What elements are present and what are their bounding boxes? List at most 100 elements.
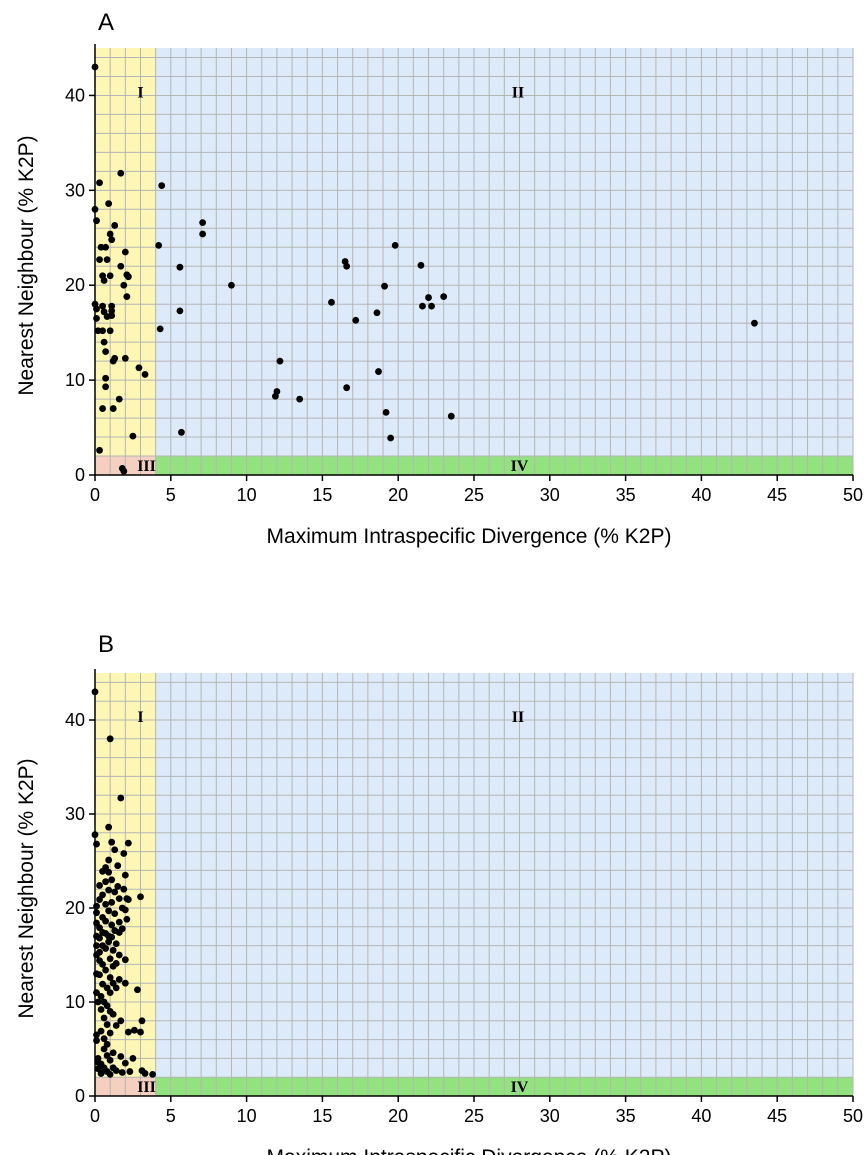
panel-a-data-point: [751, 319, 758, 327]
panel-a-data-point: [106, 327, 114, 335]
panel-a-data-point: [120, 281, 128, 289]
panel-a-y-tick-label: 20: [65, 275, 85, 295]
panel-b-data-point: [131, 1026, 138, 1034]
panel-b-data-point: [109, 946, 117, 954]
panel-a-data-point: [199, 219, 207, 226]
panel-b-x-tick-label: 50: [843, 1106, 863, 1126]
panel-a-data-point: [417, 261, 425, 269]
panel-a-data-point: [108, 312, 116, 319]
panel-b-data-point: [108, 933, 116, 941]
panel-a-data-point: [391, 241, 399, 249]
panel-b-data-point: [115, 976, 123, 983]
panel-a-data-point: [447, 412, 455, 420]
panel-b-data-point: [121, 871, 129, 879]
panel-a-y-tick-label: 0: [75, 465, 85, 485]
panel-b-data-point: [105, 907, 113, 915]
panel-b-data-point: [123, 915, 131, 923]
panel-b-data-point: [91, 688, 99, 696]
panel-a-x-tick-label: 25: [464, 485, 484, 505]
panel-b-data-point: [137, 1028, 144, 1036]
panel-a-data-point: [93, 305, 100, 313]
panel-b-data-point: [96, 948, 103, 956]
panel-b-x-tick-label: 5: [166, 1106, 176, 1126]
panel-a-y-axis-title: Nearest Neighbour (% K2P): [15, 135, 38, 395]
panel-b-data-point: [115, 918, 123, 926]
panel-a-x-tick-label: 45: [767, 485, 787, 505]
panel-b-data-point: [96, 882, 103, 889]
panel-a-x-tick-label: 20: [388, 485, 408, 505]
panel-a-data-point: [102, 243, 110, 251]
panel-a-data-point: [103, 256, 111, 264]
panel-b-y-tick-label: 30: [65, 804, 85, 824]
panel-b-data-point: [102, 966, 110, 974]
panel-b-data-point: [112, 1067, 120, 1075]
panel-b-data-point: [112, 940, 120, 948]
panel-a-data-point: [176, 307, 184, 315]
panel-a-data-point: [156, 325, 164, 333]
panel-b-data-point: [102, 945, 110, 952]
panel-b-data-point: [121, 1059, 129, 1067]
panel-b-data-point: [111, 910, 119, 918]
panel-b-data-point: [106, 955, 114, 963]
panel-b-points: [91, 688, 157, 1078]
panel-b-data-point: [97, 1006, 105, 1013]
panel-b-data-point: [105, 886, 113, 894]
panel-a-x-tick-label: 35: [616, 485, 636, 505]
panel-b-data-point: [99, 891, 106, 899]
panel-b-data-point: [115, 895, 123, 902]
panel-a-data-point: [375, 368, 382, 375]
panel-b-data-point: [103, 1002, 111, 1010]
panel-b-x-tick-label: 10: [237, 1106, 257, 1126]
panel-a-data-point: [381, 282, 388, 290]
panel-b-data-point: [102, 878, 110, 886]
panel-a-data-point: [352, 316, 360, 324]
panel-b-data-point: [124, 896, 132, 903]
panel-b-data-point: [124, 1028, 132, 1036]
panel-b-data-point: [126, 1068, 134, 1075]
panel-a-data-point: [276, 357, 284, 365]
panel-a-data-point: [124, 273, 132, 281]
panel-a-data-point: [123, 293, 131, 301]
panel-b-data-point: [121, 956, 129, 964]
panel-b-data-point: [103, 1040, 111, 1048]
panel-a-data-point: [117, 169, 125, 177]
panel-b-data-point: [103, 1021, 111, 1028]
panel-a-data-point: [96, 179, 103, 187]
panel-b-x-tick-label: 25: [464, 1106, 484, 1126]
panel-a-x-tick-label: 0: [90, 485, 100, 505]
panel-b-data-point: [106, 1056, 114, 1064]
panel-a-x-tick-label: 10: [237, 485, 257, 505]
panel-a-data-point: [373, 309, 381, 317]
panel-a-data-point: [135, 364, 143, 372]
panel-a-data-point: [102, 374, 110, 382]
panel-a-region-label-iii: III: [137, 458, 156, 475]
panel-b-data-point: [117, 1017, 125, 1025]
panel-b-data-point: [93, 909, 100, 917]
panel-a-data-point: [100, 277, 108, 284]
panel-b-data-point: [97, 1027, 105, 1035]
panel-a-data-point: [199, 230, 207, 238]
panel-a-data-point: [141, 371, 149, 378]
panel-a-data-point: [440, 293, 448, 301]
panel-a-data-point: [91, 63, 99, 71]
panel-a-data-point: [419, 302, 426, 310]
panel-a-data-point: [102, 383, 110, 391]
panel-a-data-point: [117, 262, 125, 270]
panel-b-x-tick-label: 20: [388, 1106, 408, 1126]
panel-b-data-point: [112, 1022, 120, 1029]
panel-b-data-point: [120, 885, 128, 893]
panel-a-data-point: [99, 405, 106, 412]
panel-b-data-point: [106, 735, 114, 743]
panel-b-data-point: [93, 989, 100, 996]
panel-a-data-point: [93, 217, 100, 225]
panel-a-data-point: [100, 338, 108, 346]
panel-a-data-point: [111, 222, 119, 229]
panel-b-data-point: [106, 1029, 114, 1037]
panel-b-region-label-i: I: [137, 709, 143, 726]
panel-b-data-point: [108, 921, 116, 929]
panel-a-x-tick-label: 40: [691, 485, 711, 505]
panel-b-data-point: [94, 998, 102, 1006]
panel-b-data-point: [97, 992, 105, 1000]
panel-a-data-point: [158, 182, 166, 189]
